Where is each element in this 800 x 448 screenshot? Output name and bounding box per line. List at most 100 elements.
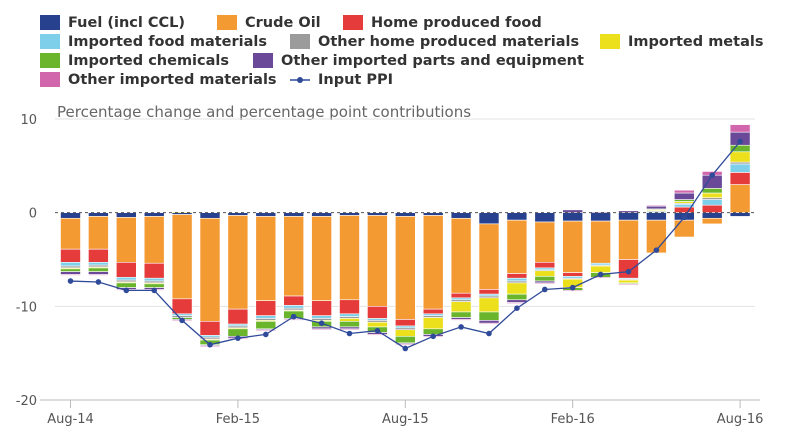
y-tick-label: -20 [16,394,37,409]
bar-segment-home-produced-food [562,272,584,277]
input-ppi-point [263,331,269,338]
input-ppi-point [402,345,409,352]
legend-swatch-other-home-produced-materials [290,34,310,49]
bar-segment-other-imported-parts-and-equipment [60,271,81,275]
bar-segment-imported-food-materials [88,262,109,266]
bar-segment-home-produced-food [339,299,360,315]
input-ppi-point [67,278,74,284]
bar-segment-imported-metals [590,265,611,273]
bar-segment-home-produced-food [283,295,305,306]
bar-segment-fuel-incl-ccl [199,212,221,219]
chart-subtitle: Percentage change and percentage point c… [57,103,471,121]
input-ppi-point [514,305,520,312]
bar-segment-home-produced-food [143,262,165,279]
bar-segment-home-produced-food [255,300,277,317]
bar-segment-home-produced-food [394,319,416,327]
bar-segment-other-imported-parts-and-equipment [88,271,109,275]
legend-label-imported-food-materials: Imported food materials [68,34,267,50]
bar-segment-crude-oil [283,216,305,297]
legend-label-other-home-produced-materials: Other home produced materials [318,34,579,50]
bar-segment-fuel-incl-ccl [590,212,611,222]
bar-segment-fuel-incl-ccl [283,212,305,217]
bar-segment-home-produced-food [60,248,81,263]
x-tick-label: Aug-16 [717,412,764,427]
legend-label-input-ppi: Input PPI [318,72,393,88]
bar-segment-other-imported-materials [283,319,305,321]
bar-segment-imported-chemicals [534,276,556,282]
bar-segment-other-imported-materials [478,322,500,325]
bar-segment-imported-metals [339,318,360,322]
bar-segment-crude-oil [367,215,388,307]
bar-segment-home-produced-food [450,292,472,299]
bar-segment-other-imported-parts-and-equipment [646,205,667,210]
bar-segment-fuel-incl-ccl [701,212,723,219]
legend-swatch-other-imported-materials [40,72,60,87]
bar-segment-fuel-incl-ccl [60,212,81,219]
bar-segment-other-imported-materials [367,334,388,336]
bar-segment-fuel-incl-ccl [646,212,667,221]
input-ppi-point [597,271,604,278]
legend-swatch-home-produced-food [343,15,363,30]
bar-segment-imported-metals [422,317,444,330]
bar-segment-imported-chemicals [450,311,472,318]
input-ppi-point [737,138,743,145]
bar-segment-home-produced-food [422,308,444,315]
bar-segment-other-imported-parts-and-equipment [673,192,695,200]
input-ppi-point [95,279,102,285]
bar-segment-home-produced-food [618,259,639,279]
bar-segment-crude-oil [311,216,332,302]
input-ppi-line [67,138,743,352]
legend-swatch-fuel-incl-ccl [40,15,60,30]
bar-segment-imported-chemicals [255,321,277,330]
bar-segment-crude-oil [590,220,611,264]
bar-segment-other-imported-materials [562,290,584,292]
legend-label-imported-metals: Imported metals [628,34,763,50]
bar-segment-crude-oil [478,223,500,290]
bar-segment-fuel-incl-ccl [143,212,165,217]
bar-segment-imported-metals [450,301,472,313]
bar-segment-imported-metals [394,329,416,337]
bar-segment-fuel-incl-ccl [618,212,639,221]
bar-segment-imported-food-materials [255,315,277,319]
bar-segment-imported-metals [701,192,723,198]
bar-segment-imported-chemicals [88,267,109,272]
bar-segment-other-imported-materials [311,328,332,331]
legend-label-home-produced-food: Home produced food [371,15,542,31]
bar-segment-imported-metals [506,282,528,295]
bar-segment-imported-food-materials [506,277,528,282]
legend-swatch-imported-chemicals [40,53,60,68]
bar-segment-crude-oil [534,221,556,263]
bar-segment-imported-chemicals [506,293,528,301]
bar-segment-crude-oil [339,215,360,301]
bar-segment-imported-chemicals [339,321,360,328]
bar-segment-home-produced-food [478,289,500,295]
bar-segment-fuel-incl-ccl [729,212,751,217]
bar-segment-crude-oil [227,215,249,310]
legend-label-other-imported-parts-and-equipment: Other imported parts and equipment [281,53,584,69]
input-ppi-point [569,284,576,291]
bar-segment-home-produced-food [367,306,388,319]
input-ppi-point [681,214,688,221]
legend-swatch-crude-oil [217,15,237,30]
bar-segment-imported-chemicals [394,336,416,344]
bar-segment-other-imported-materials [450,319,472,321]
legend-swatch-imported-food-materials [40,34,60,49]
bar-segment-home-produced-food [88,248,109,263]
bar-segment-other-imported-materials [60,274,81,276]
bar-segment-fuel-incl-ccl [394,212,416,217]
bar-segment-crude-oil [394,216,416,320]
bar-segment-imported-chemicals [60,268,81,272]
bar-segment-crude-oil [60,217,81,250]
bar-segment-imported-food-materials [116,276,137,281]
bar-segment-other-imported-materials [339,328,360,331]
y-tick-label: -10 [16,300,37,315]
bar-segment-crude-oil [199,217,221,322]
legend-label-fuel-incl-ccl: Fuel (incl CCL) [68,15,185,31]
legend-marker-input-ppi [297,77,303,83]
bar-segment-home-produced-food [534,262,556,269]
bar-segment-home-produced-food [171,298,193,315]
bar-segment-other-imported-parts-and-equipment [506,299,528,303]
bar-segment-other-imported-materials [88,274,109,276]
bar-segment-home-produced-food [311,300,332,317]
bar-segment-other-imported-materials [506,302,528,304]
